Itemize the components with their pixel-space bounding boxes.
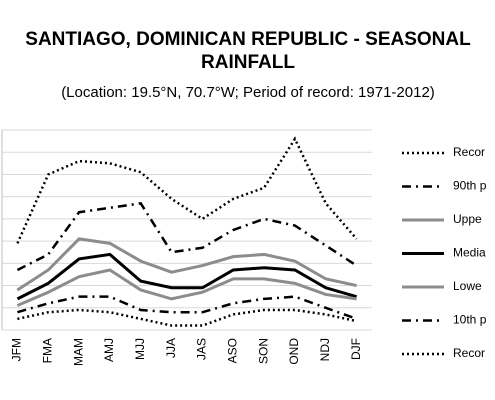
x-tick-label: FMA <box>40 338 54 363</box>
x-tick-label: MJJ <box>133 338 147 360</box>
legend-label: Recor <box>453 346 485 360</box>
x-tick-label: AMJ <box>102 338 116 362</box>
series-line <box>16 252 357 301</box>
legend-label: Lowe <box>453 279 482 293</box>
chart-subtitle: (Location: 19.5°N, 70.7°W; Period of rec… <box>61 84 435 101</box>
chart-title: RAINFALL <box>201 52 295 73</box>
x-tick-label: JFM <box>10 338 24 361</box>
x-tick-label: MAM <box>71 338 85 366</box>
legend-label: Uppe <box>453 212 482 226</box>
chart-title: SANTIAGO, DOMINICAN REPUBLIC - SEASONAL <box>25 29 471 50</box>
x-tick-label: SON <box>256 338 270 364</box>
legend-label: Recor <box>453 145 485 159</box>
series-line <box>16 136 358 244</box>
series-line <box>17 308 357 327</box>
x-tick-label: OND <box>287 338 301 365</box>
legend-label: 90th p <box>453 179 487 193</box>
x-tick-label: NDJ <box>318 338 332 361</box>
x-tick-label: ASO <box>225 338 239 363</box>
series-line <box>17 295 358 321</box>
legend-label: 10th p <box>453 313 487 327</box>
series-line <box>16 268 357 307</box>
series-line <box>16 201 358 272</box>
legend-label: Media <box>453 246 486 260</box>
x-tick-label: JAS <box>195 338 209 360</box>
x-tick-label: DJF <box>349 338 363 360</box>
series-line <box>16 237 357 292</box>
x-tick-label: JJA <box>164 338 178 358</box>
